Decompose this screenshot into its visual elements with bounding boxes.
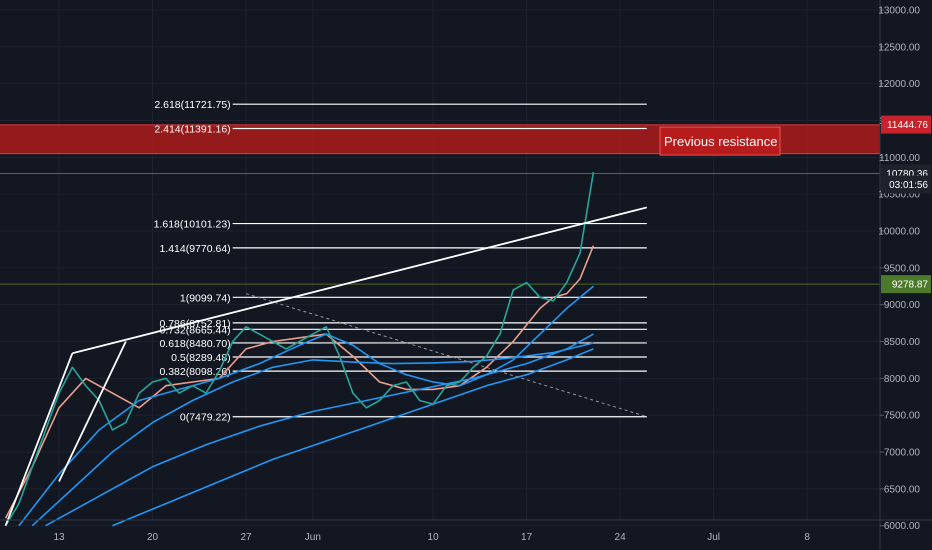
x-tick-label: Jun xyxy=(305,532,321,543)
y-tick-label: 9500.00 xyxy=(884,263,921,274)
y-tick-label: 8500.00 xyxy=(884,337,921,348)
fib-level-label: 0.382(8098.26) xyxy=(159,366,230,378)
fib-level-label: 1.414(9770.64) xyxy=(159,243,230,255)
moving-average-line xyxy=(45,333,594,527)
time-axis[interactable]: 13 20 27 Jun 10 17 24 Jul 8 xyxy=(0,519,932,543)
y-tick-label: 9000.00 xyxy=(884,300,921,311)
y-tick-label: 6000.00 xyxy=(884,521,921,532)
price-badge-label: 9278.87 xyxy=(892,280,929,291)
series-layer xyxy=(4,171,595,527)
y-tick-label: 11000.00 xyxy=(879,153,920,164)
y-tick-label: 8000.00 xyxy=(884,374,921,385)
annotation-layer[interactable]: Previous resistance xyxy=(659,126,781,156)
price-badge-label: 03:01:56 xyxy=(889,180,928,191)
price-badge-label: 11444.76 xyxy=(887,120,928,131)
fib-level-label: 0.5(8289.48) xyxy=(171,352,231,364)
y-tick-label: 12000.00 xyxy=(878,79,920,90)
y-tick-label: 10000.00 xyxy=(878,227,920,238)
price-lines xyxy=(0,173,880,285)
price-badge xyxy=(881,275,931,294)
fib-level-label: 0.732(8665.44) xyxy=(159,324,230,336)
moving-average-line xyxy=(18,285,594,527)
x-tick-label: 24 xyxy=(615,532,627,543)
fib-level-label: 0(7479.22) xyxy=(180,412,231,424)
x-tick-label: 27 xyxy=(240,532,252,543)
y-tick-label: 10500.00 xyxy=(878,190,920,201)
price-series-line xyxy=(4,171,595,527)
price-badge xyxy=(881,175,931,194)
x-tick-label: 17 xyxy=(521,532,533,543)
fib-level-label: 2.414(11391.16) xyxy=(154,124,230,136)
y-tick-label: 13000.00 xyxy=(878,6,920,17)
x-tick-label: 20 xyxy=(147,532,159,543)
price-axis-background xyxy=(880,0,932,550)
resistance-annotation-box xyxy=(659,126,781,156)
trendline xyxy=(245,293,647,418)
price-badge-label: 10780.36 xyxy=(886,169,928,180)
x-tick-label: 13 xyxy=(53,532,65,543)
trendlines[interactable] xyxy=(4,206,648,527)
y-tick-label: 12500.00 xyxy=(878,42,920,53)
grid xyxy=(0,0,880,527)
y-tick-label: 7000.00 xyxy=(884,448,921,459)
y-tick-label: 7500.00 xyxy=(884,411,921,422)
fib-level-label: 2.618(11721.75) xyxy=(154,99,230,111)
moving-average-line xyxy=(112,348,594,527)
trendline xyxy=(72,206,648,355)
x-tick-label: 8 xyxy=(804,532,810,543)
moving-average-line xyxy=(31,342,594,527)
price-badge xyxy=(881,115,931,134)
trendline xyxy=(4,352,74,527)
price-axis[interactable]: 13000.0012500.0012000.0011500.0011000.00… xyxy=(878,0,932,550)
fib-level-label: 1.618(10101.23) xyxy=(154,219,231,231)
y-tick-label: 6500.00 xyxy=(884,484,921,495)
x-tick-label: 10 xyxy=(428,532,440,543)
x-tick-label: Jul xyxy=(707,532,720,543)
trendline xyxy=(58,341,127,482)
fib-level-label: 1(9099.74) xyxy=(180,292,231,304)
resistance-annotation-label: Previous resistance xyxy=(664,134,777,149)
fib-level-label: 0.618(8480.70) xyxy=(159,338,230,350)
